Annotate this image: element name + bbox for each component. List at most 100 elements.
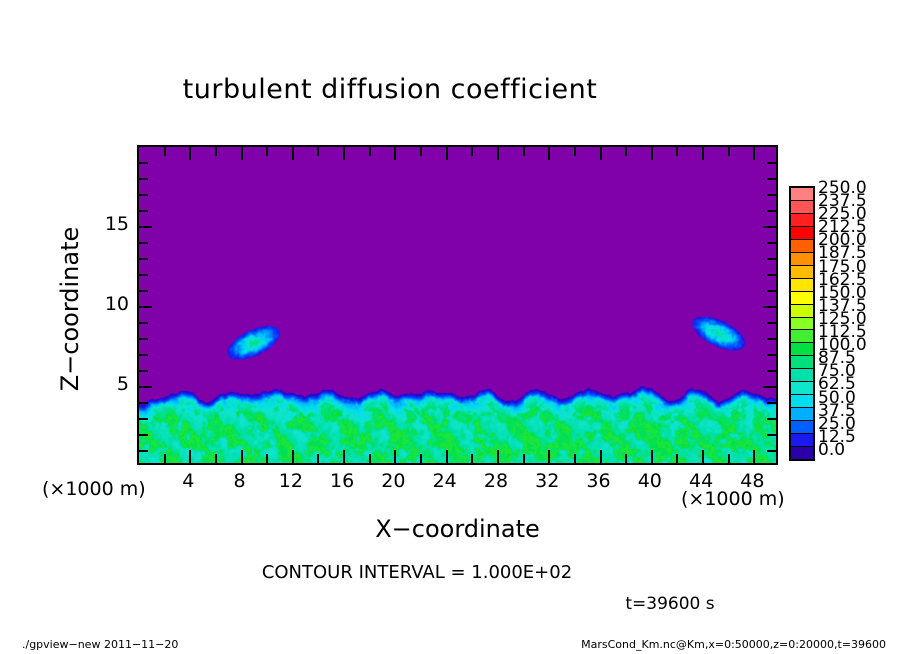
colorbar-tick-label: 112.5 bbox=[818, 322, 867, 343]
y-axis-tick bbox=[139, 402, 148, 404]
y-axis-tick-right bbox=[767, 418, 776, 420]
y-axis-tick-right bbox=[767, 258, 776, 260]
x-axis-tick bbox=[394, 450, 397, 463]
y-axis-tick bbox=[139, 178, 148, 180]
colorbar-swatch bbox=[791, 252, 813, 266]
colorbar-swatch bbox=[791, 395, 813, 409]
colorbar-swatch bbox=[791, 265, 813, 279]
x-axis-tick-label: 12 bbox=[278, 470, 303, 492]
x-axis-tick-label: 8 bbox=[233, 470, 246, 492]
x-axis-tick bbox=[573, 454, 576, 463]
y-axis-tick bbox=[139, 274, 148, 276]
x-axis-tick-top bbox=[573, 147, 576, 156]
y-axis-tick bbox=[139, 290, 148, 292]
colorbar-swatch bbox=[791, 356, 813, 370]
colorbar-tick-label: 150.0 bbox=[818, 282, 867, 303]
colorbar-swatch bbox=[791, 343, 813, 357]
colorbar-tick-labels: 250.0 237.5 225.0 212.5 200.0 187.5 175.0 162.5… bbox=[818, 178, 902, 468]
x-axis-tick-label: 36 bbox=[586, 470, 611, 492]
colorbar-tick-label: 237.5 bbox=[818, 191, 867, 212]
y-axis-tick bbox=[139, 306, 152, 308]
y-axis-tick-right bbox=[767, 450, 776, 452]
x-axis-unit-label: (×1000 m) bbox=[681, 488, 785, 510]
y-axis-unit-label: (×1000 m) bbox=[42, 478, 146, 500]
x-axis-tick bbox=[650, 450, 653, 463]
y-axis-tick-right bbox=[767, 434, 776, 436]
y-axis-tick bbox=[139, 418, 148, 420]
y-axis-tick bbox=[139, 226, 152, 228]
x-axis-tick-label: 16 bbox=[330, 470, 355, 492]
x-axis-tick bbox=[599, 450, 602, 463]
footer-command-label: ./gpview−new 2011−11−20 bbox=[22, 638, 179, 651]
x-axis-tick-top bbox=[548, 147, 551, 160]
x-axis-tick bbox=[676, 454, 679, 463]
x-axis-tick-top bbox=[496, 147, 499, 160]
x-axis-title: X−coordinate bbox=[375, 515, 540, 543]
x-axis-tick bbox=[548, 450, 551, 463]
colorbar-swatch bbox=[791, 421, 813, 435]
x-axis-tick-label: 44 bbox=[688, 470, 714, 492]
y-axis-tick bbox=[139, 210, 148, 212]
colorbar-tick-label: 100.0 bbox=[818, 335, 867, 356]
x-axis-tick bbox=[625, 454, 628, 463]
x-axis-tick-label: 4 bbox=[182, 470, 195, 492]
x-axis-tick bbox=[496, 450, 499, 463]
y-axis-tick-right bbox=[767, 242, 776, 244]
x-axis-tick-top bbox=[727, 147, 730, 156]
y-axis-tick bbox=[139, 354, 148, 356]
y-axis-tick-right bbox=[767, 322, 776, 324]
colorbar-swatch bbox=[791, 239, 813, 253]
colorbar-swatch bbox=[791, 369, 813, 383]
x-axis-tick-top bbox=[522, 147, 525, 156]
y-axis-tick bbox=[139, 370, 148, 372]
colorbar-tick-label: 0.0 bbox=[818, 439, 846, 460]
x-axis-tick-label: 32 bbox=[535, 470, 560, 492]
x-axis-tick-top bbox=[471, 147, 474, 156]
y-axis-tick bbox=[139, 386, 152, 388]
y-axis-title: Z−coordinate bbox=[56, 226, 84, 392]
x-axis-tick bbox=[291, 450, 294, 463]
x-axis-tick-top bbox=[420, 147, 423, 156]
x-axis-tick-top bbox=[343, 147, 346, 160]
x-axis-tick-top bbox=[625, 147, 628, 156]
x-axis-tick-top bbox=[266, 147, 269, 156]
colorbar-swatch bbox=[791, 382, 813, 396]
x-axis-tick-label: 28 bbox=[483, 470, 509, 492]
colorbar-tick-label: 50.0 bbox=[818, 387, 856, 408]
colorbar-tick-label: 87.5 bbox=[818, 348, 856, 369]
colorbar-tick-label: 75.0 bbox=[818, 361, 856, 382]
colorbar-tick-label: 212.5 bbox=[818, 217, 867, 238]
colorbar-swatch bbox=[791, 330, 813, 344]
colorbar-tick-label: 175.0 bbox=[818, 256, 867, 277]
x-axis-tick bbox=[343, 450, 346, 463]
y-axis-tick-right bbox=[767, 162, 776, 164]
x-axis-tick bbox=[753, 450, 756, 463]
footer-source-label: MarsCond_Km.nc@Km,x=0:50000,z=0:20000,t=… bbox=[581, 638, 886, 651]
y-axis-tick-right bbox=[767, 338, 776, 340]
x-axis-tick bbox=[368, 454, 371, 463]
colorbar-tick-label: 225.0 bbox=[818, 204, 867, 225]
y-axis-tick-right bbox=[767, 370, 776, 372]
y-axis-tick bbox=[139, 338, 148, 340]
colorbar-tick-label: 125.0 bbox=[818, 308, 867, 329]
x-axis-tick-top bbox=[394, 147, 397, 160]
x-axis-tick-top bbox=[753, 147, 756, 160]
y-axis-tick-right bbox=[763, 386, 776, 388]
colorbar bbox=[789, 186, 815, 461]
y-axis-tick-right bbox=[767, 274, 776, 276]
colorbar-swatch bbox=[791, 200, 813, 214]
colorbar-tick-label: 250.0 bbox=[818, 178, 867, 198]
colorbar-swatch bbox=[791, 226, 813, 240]
x-axis-tick bbox=[317, 454, 320, 463]
colorbar-swatch bbox=[791, 213, 813, 227]
colorbar-tick-label: 25.0 bbox=[818, 413, 856, 434]
x-axis-tick bbox=[240, 450, 243, 463]
x-axis-tick-top bbox=[368, 147, 371, 156]
colorbar-swatch bbox=[791, 434, 813, 448]
contour-interval-label: CONTOUR INTERVAL = 1.000E+02 bbox=[261, 562, 573, 583]
y-axis-tick-right bbox=[763, 226, 776, 228]
plot-area bbox=[137, 145, 778, 465]
x-axis-tick bbox=[471, 454, 474, 463]
y-axis-tick bbox=[139, 242, 148, 244]
x-axis-tick bbox=[189, 450, 192, 463]
